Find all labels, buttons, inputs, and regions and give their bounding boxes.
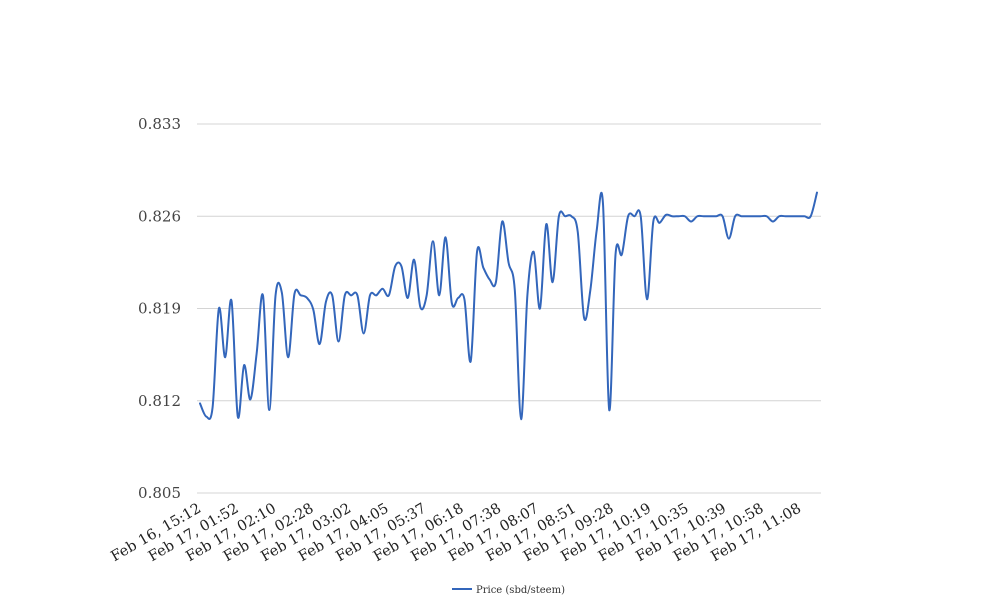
y-tick-label: 0.812 xyxy=(138,392,181,410)
y-tick-label: 0.805 xyxy=(138,484,181,502)
legend: Price (sbd/steem) xyxy=(452,585,565,596)
y-tick-label: 0.833 xyxy=(138,115,181,133)
gridlines xyxy=(197,123,821,494)
y-tick-label: 0.826 xyxy=(138,207,181,225)
y-tick-label: 0.819 xyxy=(138,300,181,318)
price-series-line xyxy=(199,191,818,421)
y-axis-ticks: 0.805 0.812 0.819 0.826 0.833 xyxy=(138,115,181,502)
legend-label-price: Price (sbd/steem) xyxy=(476,585,565,596)
